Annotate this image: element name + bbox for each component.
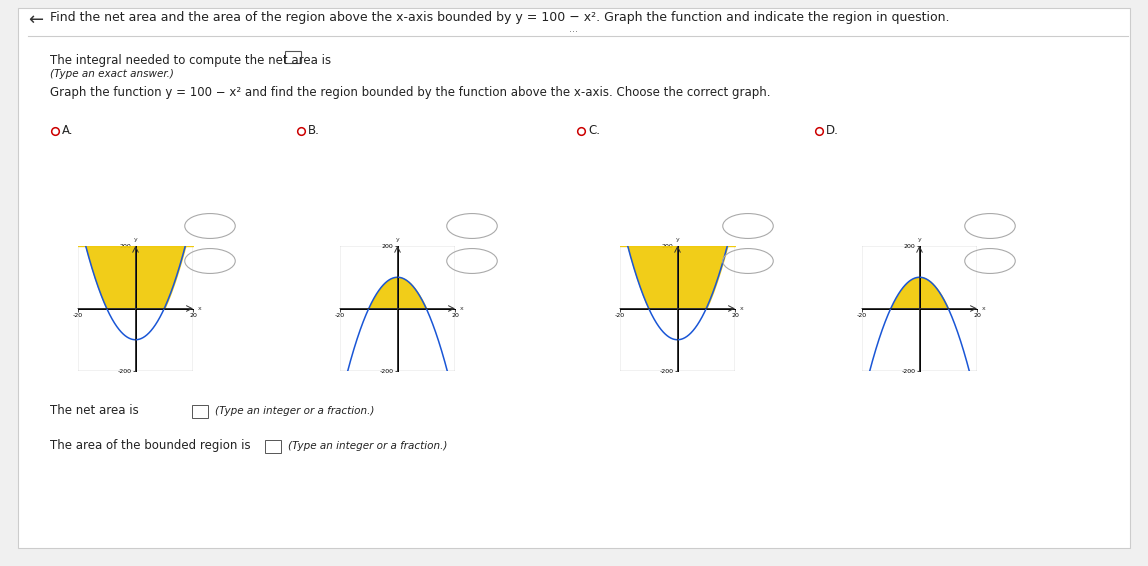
Text: ···: ···	[569, 27, 579, 37]
FancyBboxPatch shape	[285, 51, 301, 63]
Text: x: x	[739, 306, 743, 311]
Text: The integral needed to compute the net area is: The integral needed to compute the net a…	[51, 54, 331, 67]
Text: x: x	[197, 306, 201, 311]
Text: y: y	[133, 237, 138, 242]
Text: D.: D.	[827, 125, 839, 138]
Text: (Type an exact answer.): (Type an exact answer.)	[51, 69, 173, 79]
Text: y: y	[396, 237, 400, 242]
Text: C.: C.	[588, 125, 600, 138]
FancyBboxPatch shape	[18, 8, 1130, 548]
Text: (Type an integer or a fraction.): (Type an integer or a fraction.)	[215, 406, 374, 416]
FancyBboxPatch shape	[192, 405, 208, 418]
Text: y: y	[676, 237, 680, 242]
Text: x: x	[982, 306, 985, 311]
Text: ←: ←	[28, 11, 44, 29]
Text: The area of the bounded region is: The area of the bounded region is	[51, 440, 255, 452]
Text: x: x	[459, 306, 463, 311]
Text: y: y	[917, 237, 922, 242]
Text: B.: B.	[308, 125, 320, 138]
Text: The net area is: The net area is	[51, 405, 142, 418]
FancyBboxPatch shape	[265, 440, 281, 453]
Text: (Type an integer or a fraction.): (Type an integer or a fraction.)	[288, 441, 448, 451]
Text: A.: A.	[62, 125, 73, 138]
Text: Graph the function y = 100 − x² and find the region bounded by the function abov: Graph the function y = 100 − x² and find…	[51, 86, 770, 99]
Text: Find the net area and the area of the region above the x-axis bounded by y = 100: Find the net area and the area of the re…	[51, 11, 949, 24]
